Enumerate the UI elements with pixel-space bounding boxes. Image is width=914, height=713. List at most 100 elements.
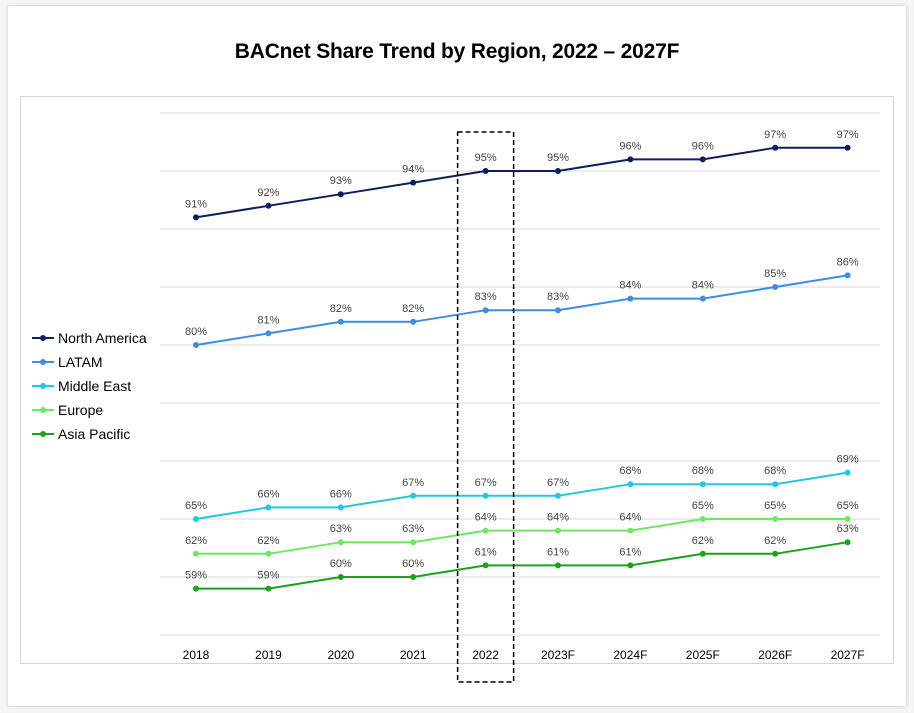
data-label: 67% — [402, 477, 424, 489]
data-label: 92% — [257, 187, 279, 199]
data-label: 84% — [619, 280, 641, 292]
data-label: 86% — [837, 256, 859, 268]
data-point — [699, 550, 706, 557]
legend-swatch — [32, 333, 54, 343]
data-label: 81% — [257, 314, 279, 326]
data-point — [699, 516, 706, 522]
data-point — [193, 516, 199, 522]
data-point — [410, 318, 417, 325]
data-label: 85% — [764, 268, 786, 280]
x-tick-label: 2024F — [613, 648, 647, 662]
data-point — [265, 585, 272, 592]
data-point — [555, 527, 561, 534]
data-label: 66% — [330, 488, 352, 500]
data-label: 80% — [185, 326, 207, 338]
data-label: 60% — [402, 558, 424, 570]
data-label: 97% — [837, 129, 859, 141]
data-label: 65% — [185, 500, 207, 512]
data-point — [337, 191, 344, 198]
data-label: 63% — [402, 523, 424, 535]
data-point — [337, 574, 344, 580]
series-line — [195, 471, 848, 520]
series-line — [195, 146, 848, 219]
data-point — [772, 144, 779, 151]
data-label: 62% — [692, 535, 714, 547]
data-label: 83% — [475, 291, 497, 303]
data-label: 65% — [764, 500, 786, 512]
data-label: 82% — [402, 303, 424, 315]
data-label: 91% — [185, 198, 207, 210]
data-point — [193, 585, 199, 592]
x-tick-label: 2019 — [255, 648, 282, 662]
data-point — [337, 504, 344, 511]
data-point — [193, 214, 199, 221]
legend-swatch — [32, 429, 54, 439]
data-label: 62% — [764, 535, 786, 547]
data-label: 95% — [547, 152, 569, 164]
data-point — [337, 539, 344, 546]
data-label: 67% — [547, 477, 569, 489]
data-label: 59% — [185, 570, 207, 582]
data-point — [699, 295, 706, 302]
data-label: 60% — [330, 558, 352, 570]
data-point — [772, 550, 779, 557]
data-point — [265, 504, 272, 511]
chart-title: BACnet Share Trend by Region, 2022 – 202… — [234, 40, 680, 63]
data-point — [265, 202, 272, 209]
x-tick-label: 2027F — [831, 648, 865, 662]
data-label: 93% — [330, 175, 352, 187]
legend-label: Middle East — [58, 378, 132, 394]
legend-swatch — [32, 357, 54, 367]
data-label: 64% — [619, 512, 641, 524]
data-label: 61% — [475, 546, 497, 558]
data-point — [337, 318, 344, 325]
legend-swatch — [32, 405, 54, 415]
data-point — [193, 342, 199, 348]
legend-item: LATAM — [32, 350, 147, 374]
data-point — [844, 539, 851, 546]
data-label: 63% — [837, 523, 859, 535]
data-point — [265, 550, 272, 557]
legend-label: North America — [58, 330, 147, 346]
data-label: 95% — [475, 152, 497, 164]
data-label: 68% — [692, 465, 714, 477]
x-tick-label: 2023F — [541, 648, 575, 662]
data-label: 96% — [619, 140, 641, 152]
data-point — [627, 527, 634, 534]
data-point — [482, 527, 489, 534]
data-label: 61% — [547, 546, 569, 558]
data-label: 68% — [619, 465, 641, 477]
data-point — [410, 574, 417, 580]
data-point — [699, 156, 706, 163]
data-label: 62% — [257, 535, 279, 547]
legend-item: Europe — [32, 398, 147, 422]
data-point — [627, 481, 634, 488]
legend-swatch — [32, 381, 54, 391]
data-label: 64% — [547, 512, 569, 524]
legend-label: Asia Pacific — [58, 426, 131, 442]
data-point — [410, 539, 417, 546]
data-point — [555, 307, 561, 314]
data-label: 69% — [837, 454, 859, 466]
chart-legend: North America LATAM Middle East Europe Asia … — [32, 326, 147, 446]
data-label: 61% — [619, 546, 641, 558]
data-label: 82% — [330, 303, 352, 315]
x-tick-label: 2020 — [327, 648, 354, 662]
data-point — [699, 481, 706, 488]
data-point — [627, 156, 634, 163]
data-point — [193, 550, 199, 557]
legend-item: North America — [32, 326, 147, 350]
data-label: 62% — [185, 535, 207, 547]
x-tick-label: 2021 — [400, 648, 427, 662]
data-point — [627, 562, 634, 569]
data-point — [482, 492, 489, 499]
highlight-box — [456, 131, 515, 683]
data-label: 68% — [764, 465, 786, 477]
x-tick-label: 2018 — [183, 648, 210, 662]
legend-item: Asia Pacific — [32, 422, 147, 446]
data-point — [410, 492, 417, 499]
series-line — [196, 541, 848, 590]
x-tick-label: 2022 — [472, 648, 499, 662]
data-point — [265, 330, 272, 337]
